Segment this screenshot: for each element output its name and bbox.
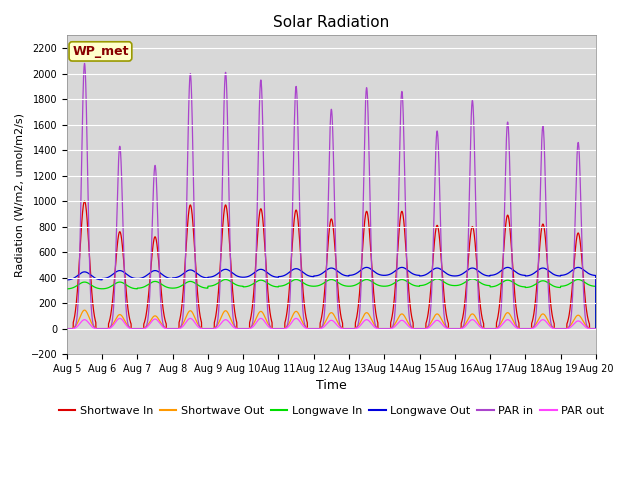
Title: Solar Radiation: Solar Radiation xyxy=(273,15,390,30)
Longwave In xyxy=(158,282,166,288)
Longwave Out xyxy=(450,273,458,279)
Shortwave In xyxy=(450,326,458,332)
Shortwave In xyxy=(420,326,428,332)
PAR out xyxy=(158,323,166,329)
Shortwave Out xyxy=(420,326,428,332)
PAR out xyxy=(450,326,458,332)
Longwave Out xyxy=(420,272,428,278)
PAR out xyxy=(592,326,600,332)
Shortwave Out xyxy=(158,322,166,327)
Shortwave Out xyxy=(450,326,458,332)
Shortwave Out xyxy=(592,326,600,332)
PAR in xyxy=(591,326,599,332)
PAR in xyxy=(63,326,71,332)
Longwave In xyxy=(420,282,428,288)
Line: PAR out: PAR out xyxy=(67,318,596,329)
Longwave Out xyxy=(312,273,319,279)
Shortwave In xyxy=(158,297,166,303)
X-axis label: Time: Time xyxy=(316,379,347,392)
Longwave Out xyxy=(63,277,71,283)
Line: Shortwave Out: Shortwave Out xyxy=(67,310,596,329)
PAR in xyxy=(312,326,319,332)
PAR out xyxy=(312,326,319,332)
PAR out xyxy=(420,326,428,332)
Shortwave Out xyxy=(591,326,599,332)
Longwave In xyxy=(312,283,319,289)
Longwave In xyxy=(480,282,488,288)
PAR out xyxy=(480,326,488,332)
Longwave Out xyxy=(480,272,488,277)
Shortwave In xyxy=(81,198,88,204)
Line: Longwave Out: Longwave Out xyxy=(67,267,596,328)
PAR in xyxy=(81,60,88,66)
Longwave Out xyxy=(592,325,600,331)
Longwave In xyxy=(450,283,458,288)
Longwave In xyxy=(592,325,600,331)
Longwave Out xyxy=(158,271,166,277)
PAR in xyxy=(420,326,428,332)
Shortwave Out xyxy=(63,326,71,332)
Shortwave In xyxy=(591,326,599,332)
Longwave In xyxy=(591,284,599,289)
Legend: Shortwave In, Shortwave Out, Longwave In, Longwave Out, PAR in, PAR out: Shortwave In, Shortwave Out, Longwave In… xyxy=(54,401,609,420)
Shortwave In xyxy=(480,326,488,332)
PAR in xyxy=(592,326,600,332)
Shortwave Out xyxy=(312,326,319,332)
Shortwave In xyxy=(312,326,319,332)
Longwave Out xyxy=(591,273,599,278)
PAR out xyxy=(116,315,124,321)
Shortwave Out xyxy=(480,326,488,332)
Longwave Out xyxy=(574,264,582,270)
PAR out xyxy=(591,326,599,332)
Text: WP_met: WP_met xyxy=(72,45,129,58)
PAR in xyxy=(158,315,166,321)
Longwave In xyxy=(468,276,476,282)
Shortwave In xyxy=(63,326,71,332)
PAR in xyxy=(480,326,488,332)
PAR in xyxy=(450,326,458,332)
Y-axis label: Radiation (W/m2, umol/m2/s): Radiation (W/m2, umol/m2/s) xyxy=(15,113,25,277)
Shortwave In xyxy=(592,325,600,331)
Line: PAR in: PAR in xyxy=(67,63,596,329)
Line: Shortwave In: Shortwave In xyxy=(67,201,596,329)
Line: Longwave In: Longwave In xyxy=(67,279,596,328)
Shortwave Out xyxy=(81,307,88,313)
PAR out xyxy=(63,326,71,332)
Longwave In xyxy=(63,286,71,292)
